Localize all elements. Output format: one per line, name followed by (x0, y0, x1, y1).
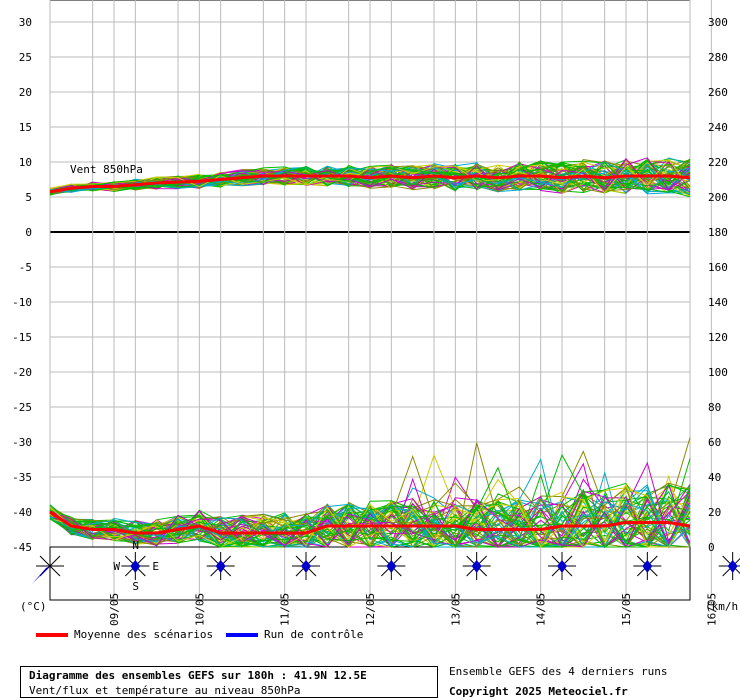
date-label: 13/05 (449, 593, 462, 626)
legend-mean: Moyenne des scénarios (36, 628, 213, 641)
right-tick-label: 300 (708, 16, 728, 29)
temp-member-line (49, 501, 691, 548)
right-tick-label: 120 (708, 331, 728, 344)
temp-member-line (49, 461, 691, 549)
ensemble-members (49, 157, 691, 549)
rose-sector (215, 560, 226, 573)
chart-title: Diagramme des ensembles GEFS sur 180h : … (29, 669, 367, 682)
rose-sector (642, 560, 653, 573)
right-tick-label: 80 (708, 401, 721, 414)
left-tick-label: -20 (12, 366, 32, 379)
wind-rose-icon (462, 552, 491, 580)
rose-direction-label: N (132, 539, 139, 552)
wind-member-line (49, 158, 691, 194)
chart-info-box: Diagramme des ensembles GEFS sur 180h : … (20, 666, 438, 698)
wind-rose-icon (718, 552, 740, 580)
wind-rose-icon (548, 552, 576, 580)
rose-sector (32, 566, 50, 584)
legend-control-label: Run de contrôle (264, 628, 364, 641)
ensemble-note: Ensemble GEFS des 4 derniers runs (449, 665, 668, 678)
temp-member-line (49, 496, 691, 549)
left-tick-label: -35 (12, 471, 32, 484)
temp-member-line (49, 503, 690, 548)
left-tick-label: -15 (12, 331, 32, 344)
rose-sector (301, 560, 311, 573)
legend-control-swatch (226, 633, 258, 637)
temp-member-line (49, 485, 691, 548)
temp-member-line (49, 466, 691, 548)
legend-mean-swatch (36, 633, 68, 637)
wind-rose-icon (633, 552, 662, 580)
wind-mean-line (49, 174, 691, 194)
wind-member-line (49, 162, 691, 190)
wind-member-line (49, 161, 691, 194)
right-tick-label: 200 (708, 191, 728, 204)
left-tick-label: 25 (19, 51, 32, 64)
left-tick-label: -40 (12, 506, 32, 519)
right-unit-label: (km/h) (705, 600, 740, 613)
left-tick-label: 5 (25, 191, 32, 204)
date-label: 12/05 (364, 593, 377, 626)
temp-member-line (49, 497, 691, 548)
left-tick-label: -10 (12, 296, 32, 309)
legend-control: Run de contrôle (226, 628, 363, 641)
rose-sector (727, 560, 738, 573)
wind-panel-label: Vent 850hPa (70, 163, 143, 176)
rose-sector (386, 560, 397, 573)
wind-rose-icon (206, 552, 235, 580)
right-tick-label: 20 (708, 506, 721, 519)
date-label: 16/05 (705, 593, 718, 626)
right-tick-label: 280 (708, 51, 728, 64)
rose-direction-label: E (152, 560, 159, 573)
wind-rose-icon: N SE W (113, 539, 159, 593)
left-tick-label: 10 (19, 156, 32, 169)
right-tick-label: 220 (708, 156, 728, 169)
rose-sector (130, 560, 141, 573)
date-label: 11/05 (279, 593, 292, 626)
chart-grid (49, 0, 712, 601)
left-tick-label: -25 (12, 401, 32, 414)
left-tick-label: 0 (25, 226, 32, 239)
left-tick-label: -5 (19, 261, 32, 274)
right-tick-label: 260 (708, 86, 728, 99)
temp-member-line (49, 473, 691, 548)
left-tick-label: 20 (19, 86, 32, 99)
right-tick-label: 160 (708, 261, 728, 274)
left-tick-label: 30 (19, 16, 32, 29)
date-label: 14/05 (535, 593, 548, 626)
right-tick-label: 240 (708, 121, 728, 134)
date-label: 09/05 (108, 593, 121, 626)
wind-member-line (49, 161, 691, 193)
legend-mean-label: Moyenne des scénarios (74, 628, 214, 641)
right-tick-label: 0 (708, 541, 715, 554)
temp-mean-line (49, 510, 691, 535)
wind-roses: N SE W (32, 539, 740, 593)
right-tick-label: 100 (708, 366, 728, 379)
right-tick-label: 60 (708, 436, 721, 449)
rose-sector (557, 560, 567, 573)
chart-subtitle: Vent/flux et température au niveau 850hP… (29, 684, 301, 697)
mean-lines (49, 174, 691, 535)
copyright: Copyright 2025 Meteociel.fr (449, 685, 628, 698)
right-tick-label: 40 (708, 471, 721, 484)
left-tick-label: 15 (19, 121, 32, 134)
date-label: 10/05 (193, 593, 206, 626)
left-tick-label: -45 (12, 541, 32, 554)
rose-sector (471, 560, 482, 573)
wind-member-line (49, 164, 691, 196)
wind-rose-icon (32, 552, 64, 584)
left-tick-label: -30 (12, 436, 32, 449)
rose-direction-label: W (113, 560, 120, 573)
left-unit-label: (°C) (20, 600, 47, 613)
right-tick-label: 140 (708, 296, 728, 309)
date-label: 15/05 (620, 593, 633, 626)
rose-direction-label: S (132, 580, 139, 593)
right-tick-label: 180 (708, 226, 728, 239)
wind-rose-icon (377, 552, 406, 580)
wind-rose-icon (292, 552, 320, 580)
